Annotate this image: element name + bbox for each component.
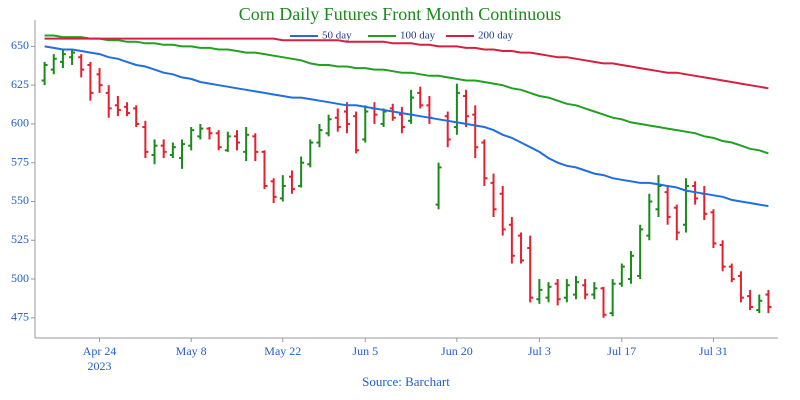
chart-title: Corn Daily Futures Front Month Continuou… bbox=[239, 4, 562, 24]
y-tick-label: 550 bbox=[11, 193, 29, 207]
y-tick-label: 475 bbox=[11, 310, 29, 324]
y-tick-label: 600 bbox=[11, 116, 29, 130]
moving-average-line bbox=[44, 34, 769, 155]
moving-average-line bbox=[44, 37, 769, 90]
y-tick-label: 625 bbox=[11, 77, 29, 91]
source-note: Source: Barchart bbox=[362, 374, 450, 389]
x-tick-label: Apr 24 bbox=[83, 344, 117, 358]
legend-label: 100 day bbox=[400, 30, 436, 42]
y-tick-label: 525 bbox=[11, 232, 29, 246]
x-year-label: 2023 bbox=[88, 359, 112, 373]
x-tick-label: May 8 bbox=[176, 344, 207, 358]
x-tick-label: May 22 bbox=[264, 344, 301, 358]
x-tick-label: Jun 5 bbox=[352, 344, 378, 358]
y-tick-label: 575 bbox=[11, 154, 29, 168]
x-tick-label: Jun 20 bbox=[441, 344, 473, 358]
x-tick-label: Jul 3 bbox=[528, 344, 551, 358]
moving-average-line bbox=[44, 45, 769, 208]
legend-label: 200 day bbox=[478, 30, 514, 42]
y-tick-label: 650 bbox=[11, 38, 29, 52]
x-tick-label: Jul 31 bbox=[699, 344, 728, 358]
y-tick-label: 500 bbox=[11, 271, 29, 285]
legend-label: 50 day bbox=[322, 30, 352, 42]
x-tick-label: Jul 17 bbox=[607, 344, 636, 358]
